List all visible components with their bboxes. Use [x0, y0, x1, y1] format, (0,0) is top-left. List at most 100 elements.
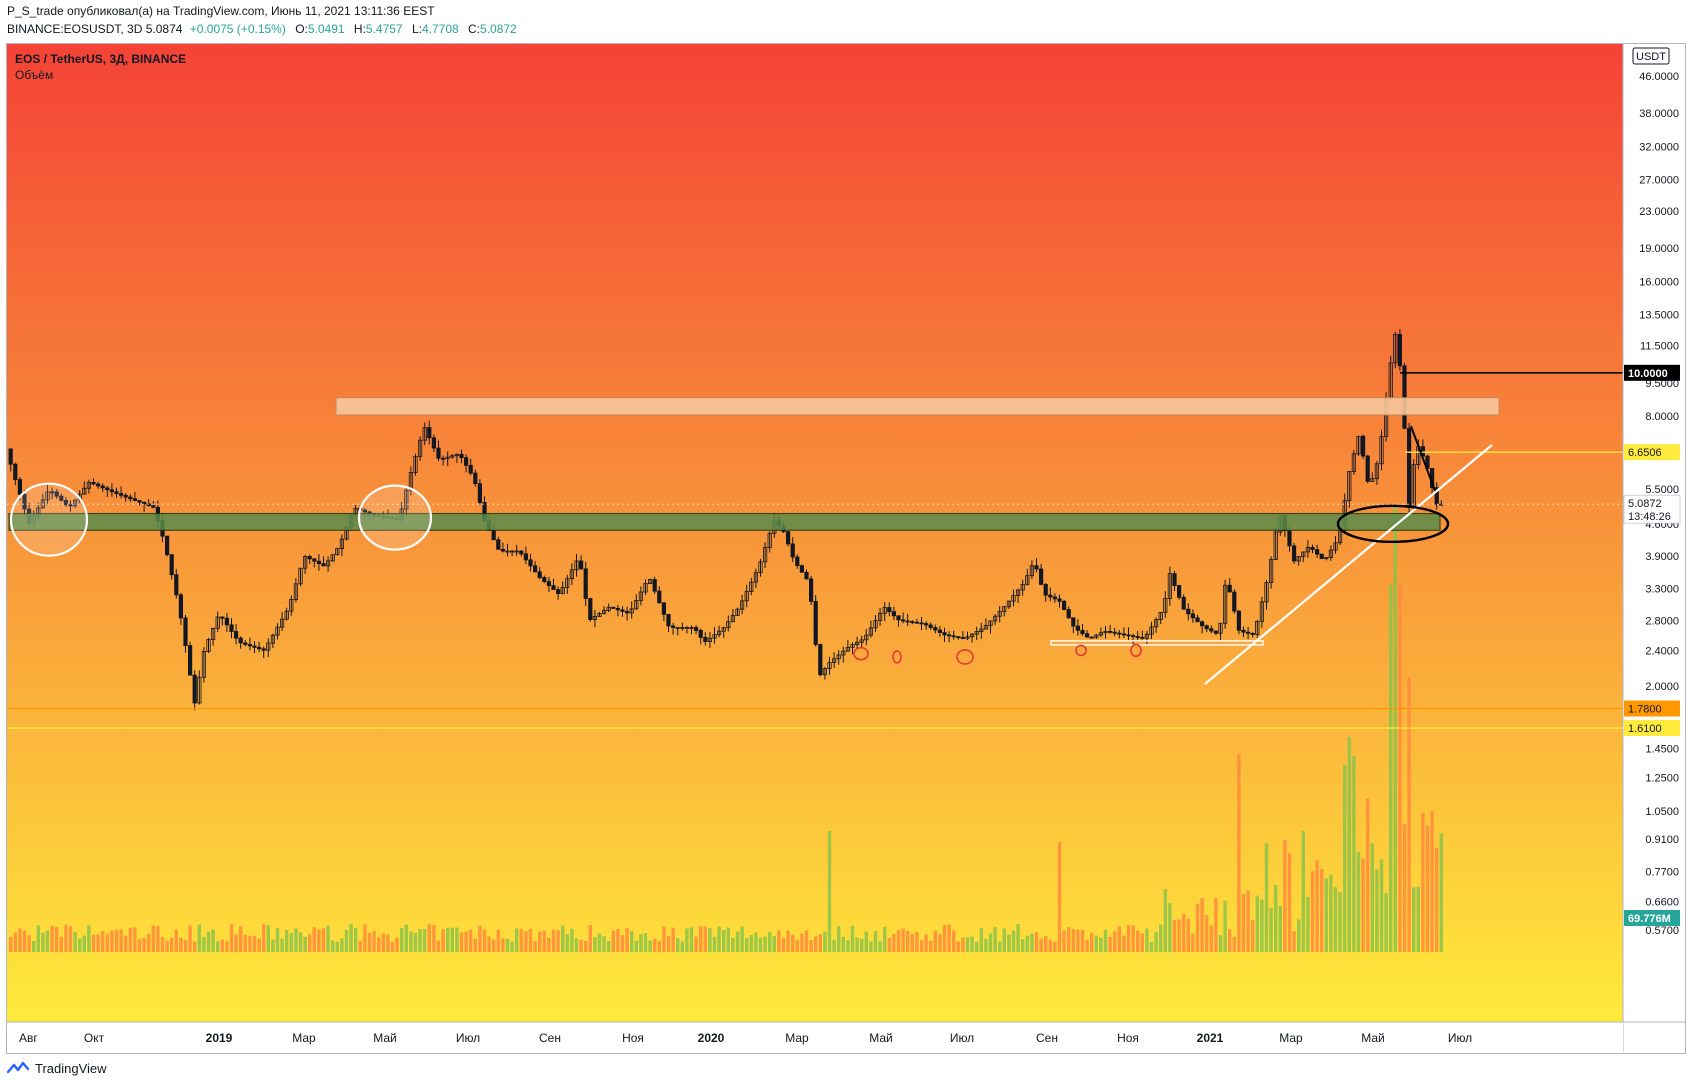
- candle-body: [827, 662, 832, 669]
- candlestick: [210, 627, 216, 646]
- candlestick: [546, 576, 552, 592]
- volume-bar: [1090, 932, 1094, 952]
- candle-body: [891, 611, 897, 617]
- candlestick: [187, 641, 193, 676]
- close-value: 5.0872: [480, 22, 517, 36]
- volume-bar: [703, 926, 707, 952]
- candlestick: [1112, 628, 1117, 637]
- volume-bar: [271, 939, 275, 952]
- candle-body: [1177, 585, 1182, 598]
- candle-body: [96, 483, 101, 487]
- candle-body: [100, 485, 105, 489]
- candle-body: [1264, 582, 1269, 603]
- volume-bar: [45, 930, 50, 952]
- candlestick: [763, 542, 768, 568]
- candle-body: [836, 654, 841, 660]
- volume-bar: [1007, 934, 1011, 952]
- volume-bar: [1425, 825, 1430, 952]
- candle-body: [560, 587, 565, 594]
- footer-brand: TradingView: [35, 1060, 107, 1076]
- candle-body: [878, 612, 883, 621]
- volume-bar: [381, 933, 385, 952]
- candle-body: [63, 500, 69, 506]
- candlestick: [1264, 579, 1269, 610]
- volume-badge-text: 69.776M: [1628, 913, 1671, 925]
- volume-bar: [1333, 887, 1338, 952]
- candle-body: [1163, 598, 1168, 613]
- candle-body: [818, 644, 823, 676]
- chart-canvas[interactable]: 46.0000 38.0000 32.0000 27.0000 23.0000 19.00…: [7, 44, 1686, 1054]
- volume-bar: [804, 930, 809, 952]
- candle-body: [1250, 632, 1255, 635]
- volume-bar: [298, 932, 303, 952]
- candle-body: [477, 483, 483, 503]
- volume-bar: [1131, 925, 1135, 952]
- volume-bar: [1416, 886, 1420, 952]
- candle-body: [298, 567, 303, 585]
- candle-body: [247, 644, 252, 647]
- candle-body: [1269, 559, 1274, 583]
- volume-bar: [1218, 935, 1223, 952]
- candlestick: [1305, 540, 1310, 558]
- candlestick: [569, 563, 575, 585]
- volume-bar: [119, 929, 123, 952]
- candlestick: [1218, 622, 1223, 641]
- volume-bar: [363, 924, 367, 952]
- volume-bar: [611, 930, 615, 952]
- volume-bar: [1421, 813, 1425, 952]
- candle-body: [1002, 606, 1007, 612]
- candle-body: [753, 572, 759, 583]
- candlestick: [533, 561, 538, 573]
- time-axis-label: Сен: [539, 1031, 561, 1045]
- candle-body: [505, 550, 510, 553]
- candle-body: [1333, 542, 1338, 551]
- volume-bar: [1324, 878, 1328, 952]
- volume-bar: [570, 928, 574, 952]
- volume-bar: [285, 930, 289, 952]
- volume-bar: [1375, 869, 1379, 952]
- candle-body: [1052, 596, 1057, 600]
- candlestick: [1131, 633, 1136, 645]
- candle-body: [988, 620, 993, 627]
- candle-body: [1241, 629, 1246, 633]
- time-axis-label: 2019: [206, 1031, 233, 1045]
- volume-bar: [1370, 843, 1374, 952]
- volume-bar: [1214, 898, 1218, 952]
- volume-bar: [27, 935, 31, 952]
- volume-bar: [924, 934, 928, 952]
- candlestick: [417, 436, 423, 461]
- candle-body: [1057, 598, 1062, 602]
- candle-body: [312, 558, 317, 562]
- volume-bar: [216, 941, 220, 952]
- volume-bar: [662, 926, 666, 952]
- candle-body: [1089, 636, 1094, 639]
- candle-body: [960, 637, 966, 639]
- volume-bar: [643, 933, 648, 952]
- price-tick-label: 16.0000: [1639, 276, 1679, 288]
- candlestick: [1140, 630, 1145, 640]
- candle-body: [712, 634, 717, 639]
- candle-body: [703, 636, 708, 642]
- consolidation-box: [1050, 640, 1264, 646]
- candle-body: [187, 645, 193, 676]
- candle-body: [86, 482, 91, 489]
- volume-bar: [556, 930, 560, 952]
- candlestick: [983, 618, 989, 630]
- candlestick: [1085, 630, 1090, 638]
- candle-body: [1315, 549, 1320, 555]
- tradingview-logo-icon: [7, 1061, 29, 1074]
- candle-body: [546, 581, 552, 586]
- volume-bar: [266, 925, 270, 952]
- candlestick: [284, 607, 289, 621]
- volume-bar: [786, 930, 790, 952]
- candle-body: [1135, 636, 1140, 638]
- candlestick: [1167, 566, 1172, 606]
- candlestick: [965, 631, 970, 641]
- candlestick: [247, 637, 252, 651]
- volume-bar: [561, 925, 565, 952]
- candle-body: [786, 531, 791, 545]
- chart-pane[interactable]: 46.0000 38.0000 32.0000 27.0000 23.0000 19.00…: [6, 43, 1686, 1054]
- candlestick: [50, 487, 55, 500]
- volume-bar: [878, 941, 882, 952]
- candle-body: [496, 539, 501, 550]
